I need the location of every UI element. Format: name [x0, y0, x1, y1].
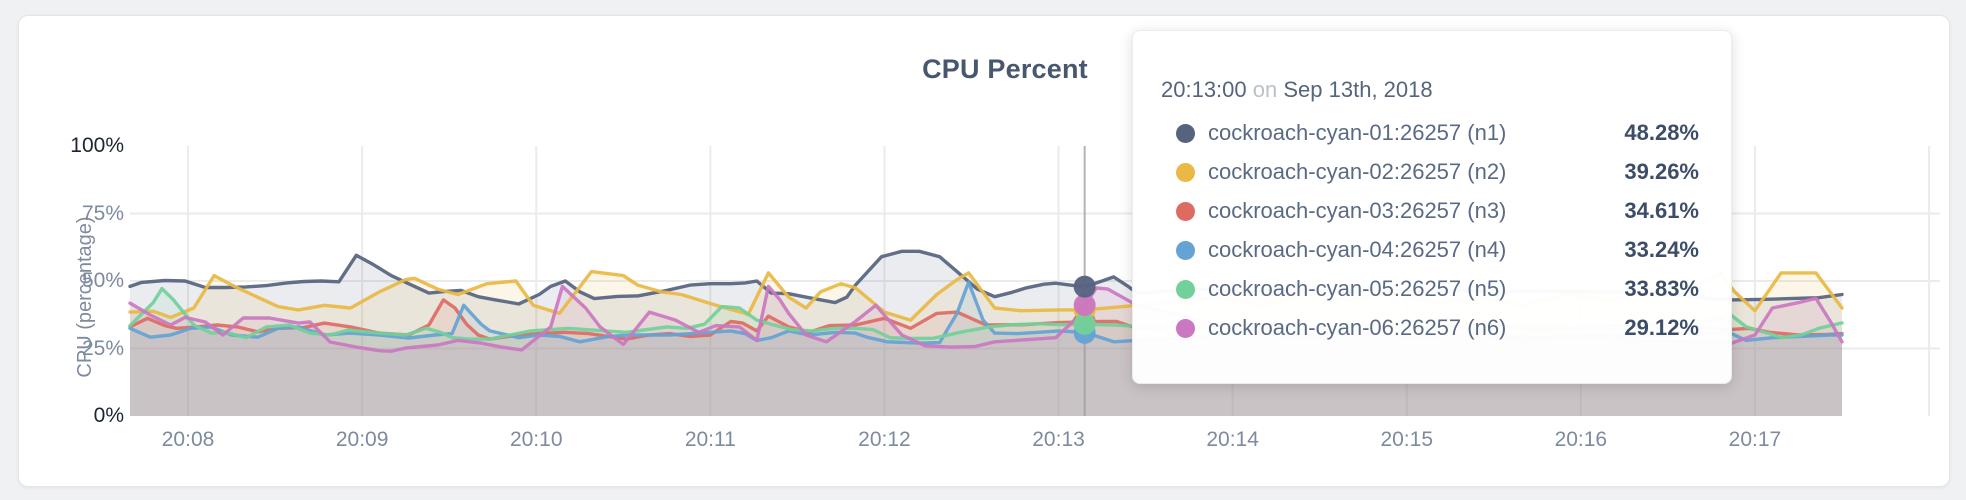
x-tick-label: 20:10 [509, 428, 563, 451]
series-color-dot-icon [1176, 319, 1195, 338]
series-color-dot-icon [1176, 280, 1195, 299]
series-area-n5 [130, 288, 1842, 416]
tooltip-row: cockroach-cyan-01:26257 (n1) 48.28% [1133, 119, 1731, 149]
tooltip-on-word: on [1252, 77, 1278, 102]
tooltip-series-name: cockroach-cyan-04:26257 (n4) [1208, 237, 1507, 262]
tooltip-series-name: cockroach-cyan-02:26257 (n2) [1208, 159, 1507, 184]
tooltip-series-name: cockroach-cyan-03:26257 (n3) [1208, 198, 1507, 223]
tooltip-series-value: 34.61% [1624, 198, 1699, 223]
x-tick-label: 20:13 [1032, 428, 1085, 451]
x-tick-label: 20:09 [335, 428, 389, 451]
tooltip-row: cockroach-cyan-03:26257 (n3) 34.61% [1133, 197, 1731, 227]
y-tick-label: 50% [81, 269, 124, 292]
y-tick-label: 75% [81, 201, 124, 225]
x-tick-label: 20:15 [1380, 428, 1434, 451]
tooltip-time: 20:13:00 [1161, 77, 1247, 102]
x-tick-label: 20:17 [1728, 428, 1782, 451]
x-tick-label: 20:12 [858, 428, 911, 451]
y-tick-label: 0% [93, 404, 124, 427]
y-tick-label: 100% [70, 134, 124, 157]
tooltip-series-value: 48.28% [1624, 120, 1699, 145]
hover-dot-n6 [1073, 294, 1096, 317]
hover-dot-n5 [1073, 312, 1096, 335]
tooltip-series-value: 39.26% [1624, 159, 1699, 184]
series-color-dot-icon [1176, 124, 1195, 143]
hover-tooltip: 20:13:00 on Sep 13th, 2018 cockroach-cya… [1132, 30, 1732, 384]
series-color-dot-icon [1176, 202, 1195, 221]
series-color-dot-icon [1176, 163, 1195, 182]
tooltip-series-value: 33.83% [1624, 276, 1699, 301]
tooltip-row: cockroach-cyan-05:26257 (n5) 33.83% [1133, 275, 1731, 305]
x-tick-label: 20:14 [1206, 428, 1259, 451]
series-color-dot-icon [1176, 241, 1195, 260]
hover-dot-n1 [1073, 275, 1096, 298]
tooltip-date: Sep 13th, 2018 [1283, 77, 1433, 102]
chart-title: CPU Percent [922, 54, 1088, 84]
tooltip-row: cockroach-cyan-04:26257 (n4) 33.24% [1133, 236, 1731, 266]
tooltip-series-name: cockroach-cyan-06:26257 (n6) [1208, 315, 1507, 340]
tooltip-series-name: cockroach-cyan-01:26257 (n1) [1208, 120, 1507, 145]
tooltip-timestamp: 20:13:00 on Sep 13th, 2018 [1161, 77, 1433, 103]
y-tick-label: 25% [81, 336, 124, 360]
tooltip-row: cockroach-cyan-02:26257 (n2) 39.26% [1133, 158, 1731, 188]
x-tick-label: 20:08 [161, 428, 215, 451]
x-tick-label: 20:11 [684, 428, 736, 451]
tooltip-series-value: 33.24% [1624, 237, 1699, 262]
tooltip-row: cockroach-cyan-06:26257 (n6) 29.12% [1133, 314, 1731, 344]
tooltip-series-name: cockroach-cyan-05:26257 (n5) [1208, 276, 1507, 301]
tooltip-series-value: 29.12% [1624, 315, 1699, 340]
x-tick-label: 20:16 [1554, 428, 1608, 451]
